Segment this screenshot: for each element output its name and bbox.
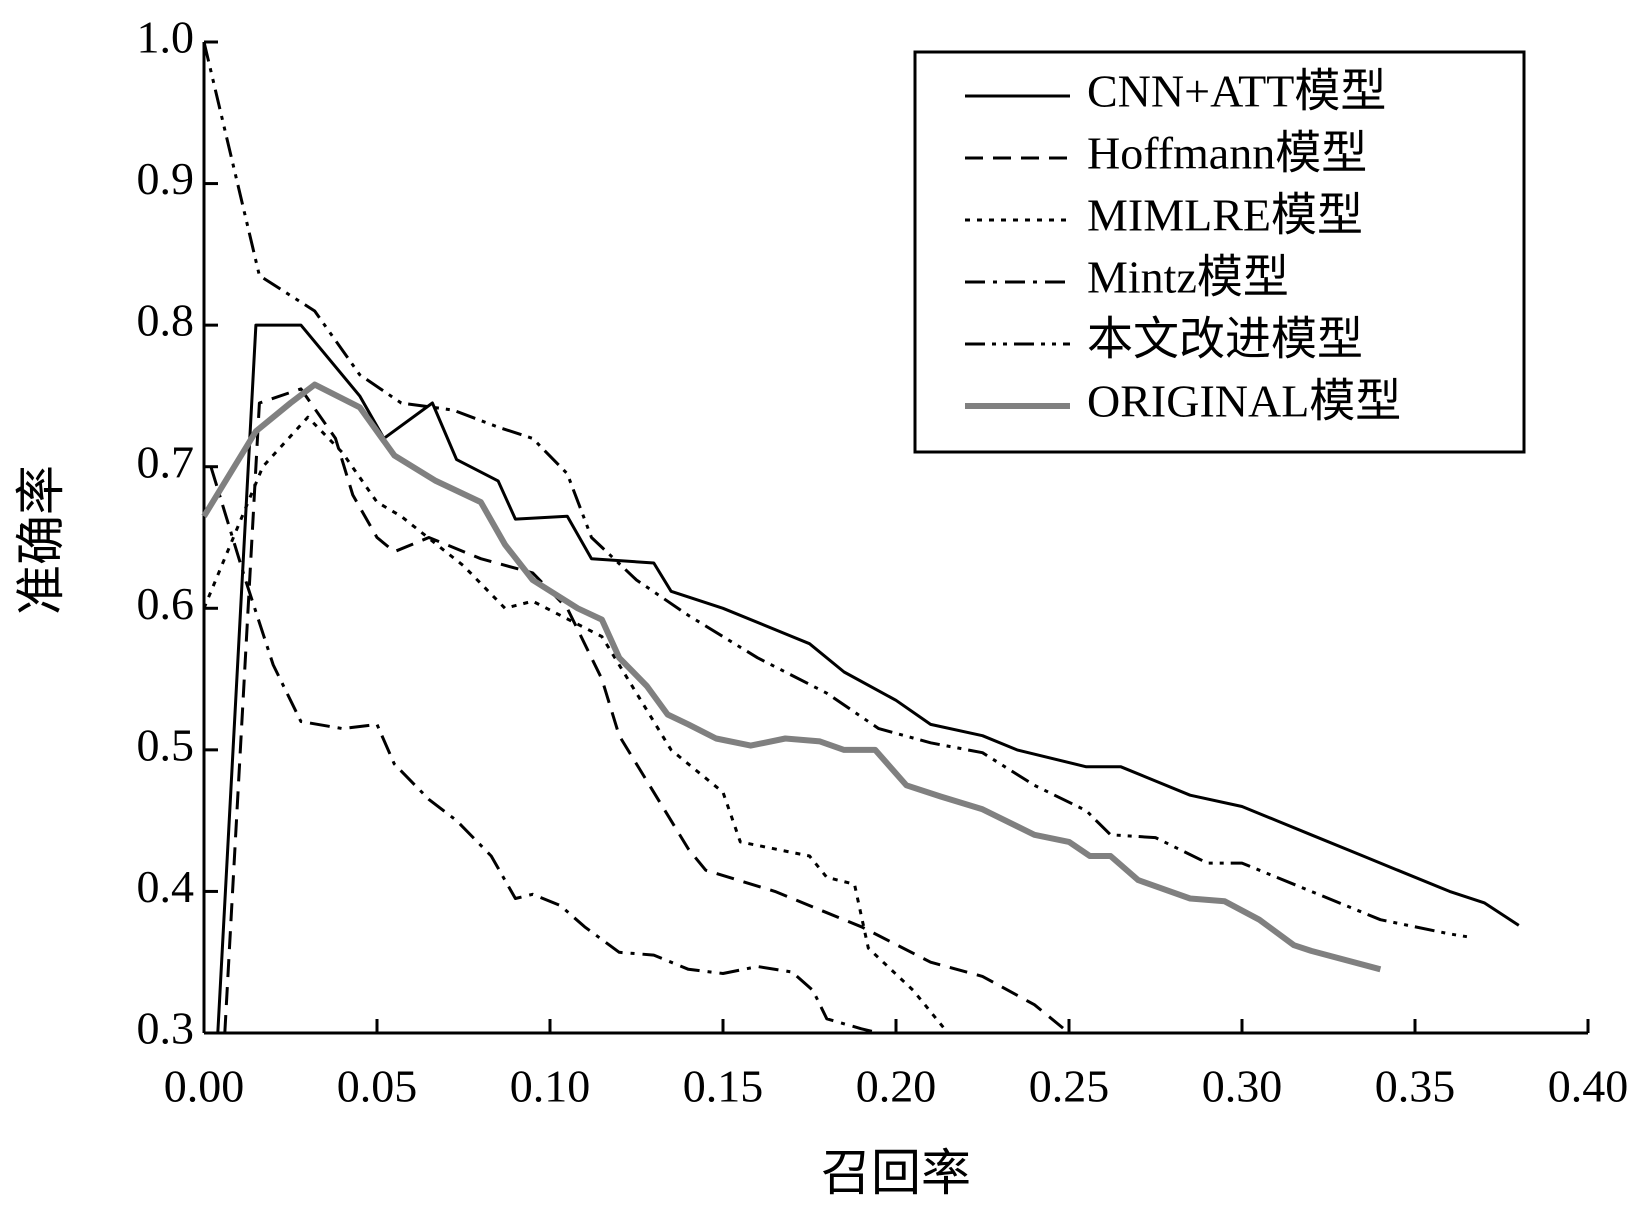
x-tick-label: 0.20 [856,1061,937,1112]
y-tick-label: 0.7 [137,436,195,487]
x-tick-label: 0.30 [1202,1061,1283,1112]
x-tick-label: 0.15 [683,1061,764,1112]
y-tick-label: 0.6 [137,578,195,629]
x-tick-label: 0.25 [1029,1061,1110,1112]
x-tick-label: 0.40 [1548,1061,1629,1112]
y-tick-label: 0.8 [137,295,195,346]
x-tick-label: 0.10 [510,1061,591,1112]
y-tick-label: 0.9 [137,153,195,204]
x-tick-label: 0.00 [164,1061,245,1112]
y-tick-label: 0.5 [137,719,195,770]
legend-label: CNN+ATT模型 [1087,66,1386,117]
y-tick-label: 0.3 [137,1003,195,1054]
legend-label: 本文改进模型 [1087,314,1363,365]
x-axis-title: 召回率 [821,1145,971,1201]
legend-label: Hoffmann模型 [1087,128,1367,179]
x-tick-label: 0.35 [1375,1061,1456,1112]
y-tick-label: 0.4 [137,861,195,912]
y-axis-title: 准确率 [13,465,69,615]
legend-label: Mintz模型 [1087,252,1289,303]
series-line [202,415,950,1034]
legend-label: ORIGINAL模型 [1087,376,1401,427]
series-line [223,387,1070,1035]
legend-label: MIMLRE模型 [1087,190,1363,241]
series-line [209,466,880,1035]
series-line [202,41,1468,939]
x-tick-label: 0.05 [337,1061,418,1112]
legend-box [913,50,1526,454]
series-line [216,323,1520,1034]
y-tick-label: 1.0 [137,12,195,63]
series-line [201,381,1382,973]
